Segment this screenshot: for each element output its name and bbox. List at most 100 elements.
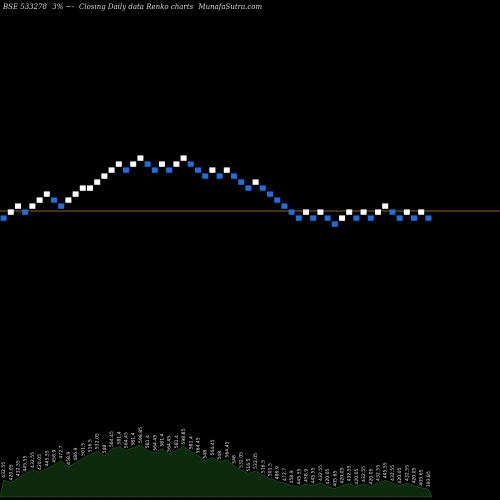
tick-labels-layer: 432.55 420.05 432.55 445.55 432.55 420.05 445.… — [1, 427, 432, 487]
tick-label: 472.7 — [59, 445, 65, 458]
tick-label: 432.55 — [16, 460, 22, 476]
volume-area — [0, 444, 433, 498]
tick-label: 420.05 — [354, 468, 360, 484]
tick-label: 564.45 — [124, 432, 130, 448]
up-brick — [137, 155, 144, 161]
down-brick — [231, 173, 237, 179]
tick-label: 486.9 — [275, 466, 281, 479]
up-brick — [101, 173, 108, 179]
down-brick — [0, 215, 7, 221]
tick-label: 548 — [232, 455, 238, 464]
tick-label: 581.4 — [174, 435, 180, 448]
tick-label: 516.5 — [260, 460, 266, 473]
tick-label: 581.4 — [145, 435, 151, 448]
tick-label: 501.5 — [80, 443, 86, 456]
tick-label: 581.4 — [160, 433, 166, 446]
up-brick — [29, 203, 36, 209]
up-brick — [87, 185, 93, 191]
tick-label: 532.05 — [253, 453, 259, 469]
down-brick — [58, 203, 65, 209]
down-brick — [353, 215, 360, 221]
site-label: MunafaSutra.com — [197, 3, 262, 11]
up-brick — [180, 155, 187, 161]
tick-label: 581.4 — [116, 431, 122, 444]
up-brick — [303, 209, 309, 215]
tick-label: 420.05 — [397, 467, 403, 483]
tick-label: 501.5 — [268, 463, 274, 476]
tick-label: 432.55 — [318, 465, 324, 481]
up-brick — [418, 209, 425, 215]
up-brick — [375, 209, 381, 215]
up-brick — [403, 209, 410, 215]
tick-label: 458.9 — [289, 470, 295, 483]
tick-label: 532.05 — [95, 433, 101, 449]
tick-label: 564.45 — [167, 436, 173, 452]
tick-label: 564.45 — [152, 435, 158, 451]
bricks-layer — [0, 155, 432, 227]
down-brick — [51, 197, 57, 203]
up-brick — [130, 161, 137, 167]
up-brick — [43, 191, 50, 197]
tick-label: 548 — [203, 450, 209, 459]
tick-label: 564.45 — [210, 439, 216, 455]
down-brick — [259, 185, 266, 191]
tick-label: 598.85 — [138, 427, 144, 443]
up-brick — [65, 197, 72, 203]
tick-label: 548 — [217, 451, 223, 460]
down-brick — [166, 167, 173, 173]
tick-label: 445.55 — [44, 450, 50, 466]
tick-label: 432.55 — [390, 465, 396, 481]
down-brick — [425, 215, 432, 221]
up-brick — [159, 161, 165, 167]
tick-label: 432.55 — [361, 466, 367, 482]
down-brick — [288, 209, 295, 215]
tick-label: 445.55 — [383, 462, 389, 478]
down-brick — [274, 197, 281, 203]
down-brick — [123, 167, 129, 173]
tick-label: 405.65 — [332, 471, 338, 487]
tick-label: 432.55 — [30, 452, 36, 468]
tick-label: 516.5 — [88, 439, 94, 452]
tick-label: 564.45 — [109, 431, 115, 447]
tick-label: 564.45 — [224, 441, 230, 457]
tick-label: 420.05 — [8, 464, 14, 480]
tick-label: 432.55 — [376, 465, 382, 481]
tick-label: 581.4 — [131, 432, 137, 445]
down-brick — [238, 179, 245, 185]
up-brick — [339, 215, 345, 221]
down-brick — [202, 173, 209, 179]
down-brick — [245, 185, 252, 191]
up-brick — [36, 197, 43, 203]
tick-label: 405.65 — [419, 469, 425, 485]
tick-label: 581.4 — [188, 436, 194, 449]
down-brick — [187, 161, 194, 167]
tick-label: 420.05 — [340, 467, 346, 483]
down-brick — [216, 173, 223, 179]
down-brick — [367, 215, 374, 221]
down-brick — [22, 209, 29, 215]
tick-label: 445.55 — [311, 467, 317, 483]
down-brick — [144, 161, 151, 167]
down-brick — [295, 215, 302, 221]
tick-label: 486.9 — [73, 447, 79, 460]
up-brick — [108, 167, 115, 173]
up-brick — [346, 209, 353, 215]
tick-label: 393.85 — [426, 471, 432, 487]
down-brick — [389, 209, 396, 215]
tick-label: 420.05 — [412, 467, 418, 483]
down-brick — [331, 221, 338, 227]
down-brick — [324, 215, 331, 221]
chart-header: BSE 533278 3% ~- Closing Daily data Renk… — [2, 3, 263, 11]
tick-label: 458.9 — [66, 452, 72, 465]
up-brick — [382, 203, 389, 209]
tick-label: 472.7 — [282, 468, 288, 481]
up-brick — [79, 185, 86, 191]
tick-label: 445.55 — [23, 455, 29, 471]
down-brick — [281, 203, 288, 209]
up-brick — [173, 161, 180, 167]
symbol-label: BSE 533278 — [2, 3, 48, 11]
tick-label: 598.85 — [181, 428, 187, 444]
tick-label: 458.9 — [304, 469, 310, 482]
